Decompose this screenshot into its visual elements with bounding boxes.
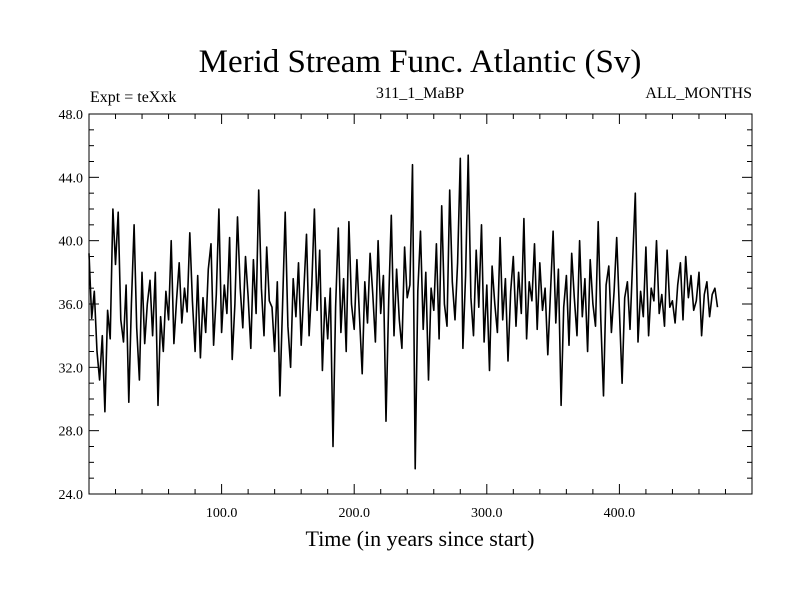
x-tick-label: 400.0 <box>604 506 636 521</box>
x-axis-label: Time (in years since start) <box>306 526 535 551</box>
y-tick-labels: 24.0 28.0 32.0 36.0 40.0 44.0 48.0 <box>59 108 84 503</box>
y-tick-label: 28.0 <box>59 425 84 440</box>
y-tick-label: 32.0 <box>59 361 84 376</box>
x-tick-label: 200.0 <box>338 506 370 521</box>
y-tick-label: 48.0 <box>59 108 84 123</box>
series-line <box>88 154 719 470</box>
plot-frame <box>88 113 753 495</box>
chart-title: Merid Stream Func. Atlantic (Sv) <box>199 44 642 80</box>
y-tick-label: 40.0 <box>59 235 84 250</box>
x-tick-label: 100.0 <box>206 506 238 521</box>
y-tick-label: 24.0 <box>59 488 84 503</box>
x-tick-labels: 100.0 200.0 300.0 400.0 <box>206 506 635 521</box>
y-tick-label: 36.0 <box>59 298 84 313</box>
run-id-label: 311_1_MaBP <box>376 85 464 102</box>
axis-ticks <box>89 113 752 495</box>
months-label: ALL_MONTHS <box>645 85 752 102</box>
x-tick-label: 300.0 <box>471 506 503 521</box>
experiment-label: Expt = teXxk <box>90 89 176 106</box>
y-tick-label: 44.0 <box>59 171 84 186</box>
